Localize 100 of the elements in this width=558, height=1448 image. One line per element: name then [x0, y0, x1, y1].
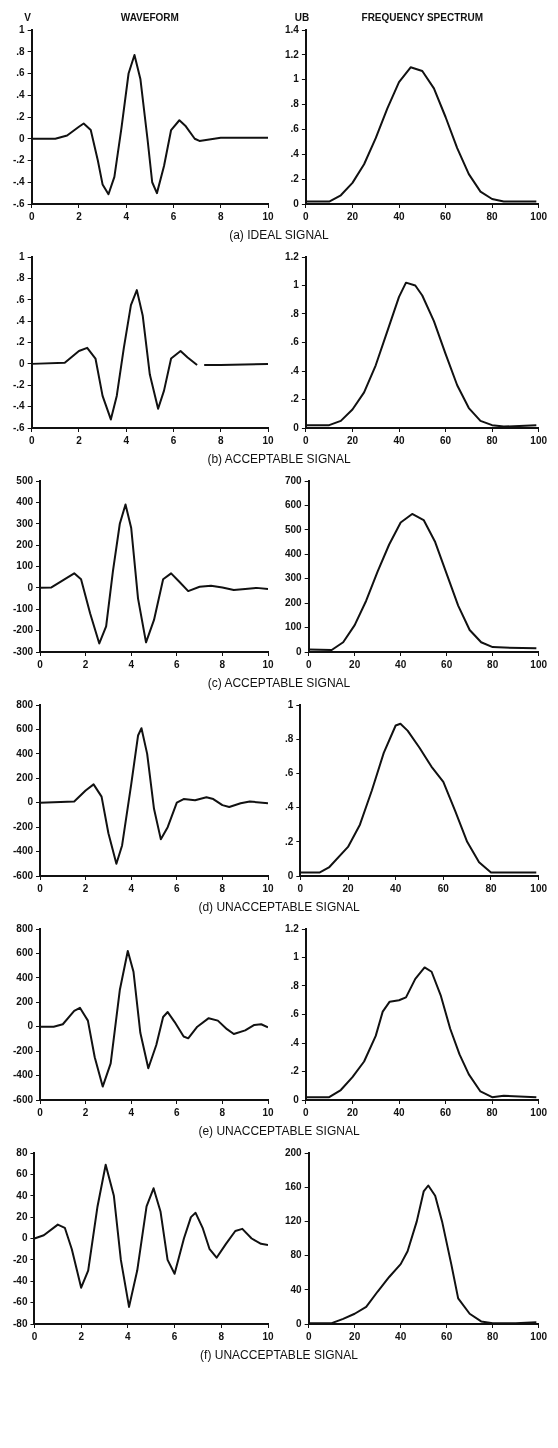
y-tick-label: 0	[296, 1317, 303, 1329]
y-tick-label: 40	[16, 1189, 28, 1201]
y-tick-label: .8	[16, 272, 26, 284]
y-tick-label: 0	[19, 132, 26, 144]
y-tick-label: -300	[13, 645, 34, 657]
y-tick-label: 800	[16, 698, 34, 710]
x-tick-label: 60	[441, 1330, 453, 1342]
x-tick-label: 20	[346, 210, 359, 222]
y-tick-label: 600	[16, 947, 34, 959]
y-tick-label: -400	[13, 845, 34, 857]
y-tick-label: 160	[285, 1180, 303, 1192]
x-tick-label: 6	[174, 658, 181, 670]
x-tick-label: 0	[37, 1106, 44, 1118]
text: (d) UNACCEPTABLE SIGNAL	[197, 900, 361, 914]
x-tick-label: 40	[393, 210, 405, 222]
y-tick-label: .2	[16, 110, 26, 122]
text: (e) UNACCEPTABLE SIGNAL	[197, 1124, 361, 1138]
x-tick-label: 20	[346, 434, 359, 446]
y-tick-label: 100	[285, 621, 303, 633]
y-tick-label: 1	[19, 250, 26, 262]
y-tick-label: 500	[285, 523, 303, 535]
x-tick-label: 0	[305, 1330, 312, 1342]
x-tick-label: 2	[76, 434, 83, 446]
y-tick-label: .2	[290, 393, 300, 405]
y-tick-label: -100	[13, 603, 34, 614]
x-tick-label: 6	[171, 1330, 178, 1342]
x-tick-label: 60	[439, 434, 452, 446]
x-tick-label: 40	[390, 882, 402, 894]
y-tick-label: .8	[285, 732, 294, 744]
y-tick-label: 80	[16, 1146, 28, 1158]
x-tick-label: 2	[82, 658, 89, 670]
y-tick-label: .4	[285, 801, 294, 813]
y-tick-label: 0	[27, 796, 34, 808]
y-tick-label: .2	[290, 172, 300, 184]
x-tick-label: 8	[219, 1106, 226, 1118]
y-tick-label: .2	[290, 1065, 300, 1077]
y-tick-label: 1.4	[285, 23, 300, 35]
y-tick-label: 1	[287, 698, 294, 710]
x-tick-label: 60	[441, 658, 453, 670]
y-tick-label: -200	[13, 1044, 34, 1056]
y-tick-label: 300	[285, 572, 303, 584]
y-tick-label: 0	[293, 421, 300, 433]
x-tick-label: 4	[128, 882, 135, 894]
y-tick-label: 0	[19, 357, 26, 369]
x-tick-label: 100	[530, 658, 548, 670]
x-tick-label: 2	[82, 1106, 89, 1118]
x-tick-label: 20	[342, 882, 354, 894]
y-tick-label: .4	[16, 314, 26, 326]
x-tick-label: 10	[262, 434, 274, 446]
y-tick-label: .8	[290, 307, 300, 319]
y-tick-label: 300	[16, 517, 34, 529]
x-tick-label: 60	[439, 210, 452, 222]
x-tick-label: 80	[487, 1330, 499, 1342]
y-tick-label: .6	[290, 1008, 300, 1020]
y-tick-label: 200	[285, 1146, 303, 1158]
y-tick-label: -600	[13, 869, 34, 881]
x-tick-label: 60	[437, 882, 450, 894]
chart-title: WAVEFORM	[120, 11, 179, 23]
y-tick-label: -200	[13, 820, 34, 832]
y-tick-label: 40	[290, 1283, 303, 1295]
y-tick-label: 400	[285, 548, 303, 560]
x-tick-label: 10	[262, 882, 274, 894]
y-tick-label: 1	[19, 23, 26, 35]
x-tick-label: 60	[439, 1106, 452, 1118]
y-tick-label: .6	[16, 67, 26, 79]
y-tick-label: 400	[16, 496, 34, 508]
x-tick-label: 10	[262, 1330, 274, 1342]
y-tick-label: 20	[16, 1210, 28, 1222]
y-tick-label: -.6	[13, 421, 26, 433]
x-tick-label: 10	[262, 658, 274, 670]
x-tick-label: 4	[123, 434, 130, 446]
x-tick-label: 80	[485, 882, 497, 894]
y-tick-label: .8	[290, 98, 300, 110]
y-tick-label: -400	[13, 1069, 34, 1081]
y-tick-label: .6	[16, 293, 26, 305]
y-tick-label: -.4	[13, 176, 26, 187]
y-tick-label: -20	[13, 1253, 28, 1265]
y-tick-label: .8	[290, 979, 300, 991]
y-tick-label: 1.2	[285, 48, 300, 60]
y-tick-label: -.4	[13, 400, 26, 412]
text: (c) ACCEPTABLE SIGNAL	[206, 676, 352, 690]
x-tick-label: 8	[219, 882, 226, 894]
x-tick-label: 40	[395, 1330, 407, 1342]
y-tick-label: -80	[13, 1317, 28, 1329]
y-tick-label: 1	[293, 951, 300, 963]
x-tick-label: 100	[530, 1330, 548, 1342]
y-axis-title: V	[24, 11, 32, 23]
y-tick-label: 700	[285, 474, 303, 486]
text: (f) UNACCEPTABLE SIGNAL	[199, 1348, 359, 1362]
x-tick-label: 0	[305, 658, 312, 670]
y-tick-label: 200	[16, 996, 34, 1008]
y-axis-title: UB	[294, 11, 310, 23]
y-tick-label: .8	[16, 45, 26, 57]
y-tick-label: 0	[296, 645, 303, 657]
x-tick-label: 4	[128, 1106, 135, 1118]
x-tick-label: 40	[393, 434, 405, 446]
x-tick-label: 8	[217, 434, 224, 446]
x-tick-label: 4	[128, 658, 135, 670]
x-tick-label: 8	[219, 658, 226, 670]
y-tick-label: 0	[27, 1020, 34, 1032]
